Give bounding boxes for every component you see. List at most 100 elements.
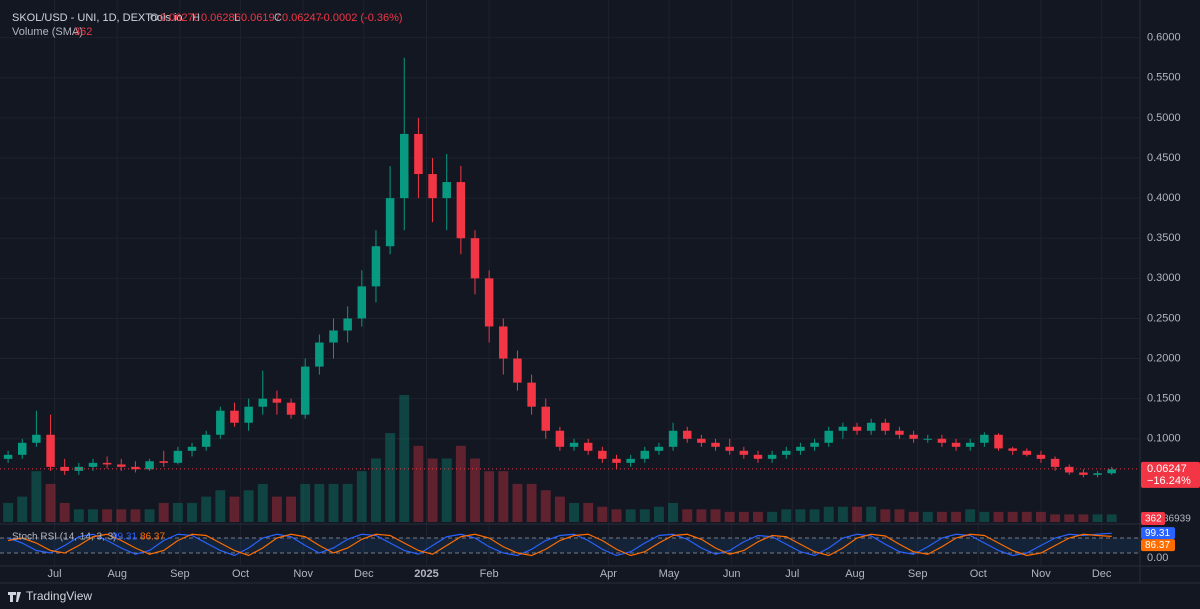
y-tick-label: 0.1000: [1147, 433, 1181, 445]
volume-value: 362: [74, 26, 92, 38]
y-tick-label: 0.1500: [1147, 393, 1181, 405]
volume-bar: [300, 483, 311, 522]
volume-label: Volume (SMA): [12, 26, 83, 38]
y-tick-label: 0.4500: [1147, 152, 1181, 164]
candle-body: [357, 286, 367, 319]
candle-body: [810, 442, 819, 447]
candle-body: [286, 402, 296, 415]
candle-body: [895, 430, 904, 435]
ohlc-h-label: H: [192, 12, 200, 24]
volume-bar: [512, 483, 523, 522]
volume-bar: [1021, 511, 1032, 522]
volume-bar: [158, 502, 169, 522]
volume-bar: [583, 502, 594, 522]
candle-body: [555, 430, 565, 447]
volume-bar: [17, 496, 28, 522]
y-tick-label: 0.4000: [1147, 192, 1181, 204]
volume-bar: [286, 496, 297, 522]
candle-body: [626, 458, 635, 463]
volume-bar: [1078, 514, 1089, 522]
stoch-k-value: 99.31: [112, 532, 137, 543]
volume-bar: [413, 445, 424, 522]
last-price-badge: [1141, 461, 1200, 488]
candle-body: [300, 366, 310, 415]
candle-body: [909, 434, 918, 439]
candle-body: [838, 426, 848, 431]
x-tick-label: Aug: [107, 568, 127, 580]
candle-body: [3, 454, 13, 459]
volume-bar: [951, 511, 962, 522]
stoch-badge-label: 86.37: [1145, 540, 1170, 551]
volume-layer: [3, 395, 1117, 522]
volume-bar: [625, 509, 636, 522]
volume-bar: [470, 458, 480, 522]
candle-body: [343, 318, 352, 331]
candle-body: [315, 342, 324, 367]
candle-body: [923, 438, 933, 440]
volume-bar: [1064, 514, 1075, 522]
volume-bar: [908, 511, 919, 522]
ohlc-o-label: O: [150, 12, 159, 24]
volume-bar: [526, 483, 537, 522]
x-tick-label: Sep: [170, 568, 190, 580]
candle-body: [682, 430, 692, 439]
candle-body: [881, 422, 890, 431]
x-tick-label: Jul: [48, 568, 62, 580]
volume-bar: [710, 509, 721, 522]
symbol: SKOL/USD - UNI, 1D, DEXTools.io: [12, 12, 183, 24]
candle-body: [937, 438, 947, 443]
volume-bar: [823, 506, 834, 522]
volume-bar: [639, 509, 650, 522]
axes: 0.1000 0.1500 0.2000 0.2500 0.3000 0.3500 0.40…: [0, 0, 1200, 584]
candle-body: [88, 462, 98, 467]
candle-body: [499, 326, 508, 359]
candle-body: [1079, 472, 1088, 475]
x-tick-label: Jul: [785, 568, 799, 580]
candle-body: [258, 398, 268, 407]
volume-bar: [427, 458, 438, 522]
candle-body: [371, 246, 381, 287]
legend: SKOL/USD - UNI, 1D, DEXTools.io O 0.0627…: [12, 12, 403, 543]
candle-body: [824, 430, 833, 443]
candle-body: [159, 461, 168, 463]
volume-bar: [116, 509, 127, 522]
candle-body: [753, 454, 763, 459]
candle-body: [329, 330, 338, 343]
ohlc-o: 0.06270: [160, 12, 200, 24]
candle-body: [201, 434, 211, 447]
stoch-badge: [1141, 539, 1175, 552]
stoch-band: [0, 538, 1140, 553]
volume-badge: [1141, 512, 1165, 525]
candle-body: [187, 446, 197, 451]
volume-bar: [936, 511, 947, 522]
candle-body: [131, 466, 140, 470]
last-price-label: 0.06247: [1147, 463, 1187, 475]
volume-bar: [569, 502, 579, 522]
volume-bar: [668, 502, 679, 522]
volume-bar: [243, 490, 254, 522]
volume-bar: [979, 511, 990, 522]
candle-body: [102, 462, 112, 465]
y-tick-label: 0.3500: [1147, 232, 1181, 244]
x-tick-label: Nov: [293, 568, 313, 580]
x-tick-label: Apr: [600, 568, 617, 580]
candle-body: [583, 442, 593, 451]
grid: [0, 0, 1140, 566]
candle-body: [739, 450, 749, 455]
candle-body: [428, 174, 437, 199]
volume-bar: [498, 471, 509, 522]
candle-body: [17, 442, 27, 455]
candle-body: [541, 406, 550, 431]
candle-body: [244, 406, 253, 423]
stoch-pane: [0, 532, 1140, 557]
candle-body: [697, 438, 706, 443]
volume-bar: [45, 483, 56, 522]
x-tick-label: Oct: [970, 568, 987, 580]
candle-body: [1036, 454, 1046, 459]
volume-bar: [130, 509, 141, 522]
ohlc-c-label: C: [274, 12, 282, 24]
x-tick-label: Dec: [354, 568, 374, 580]
candle-body: [74, 466, 84, 471]
